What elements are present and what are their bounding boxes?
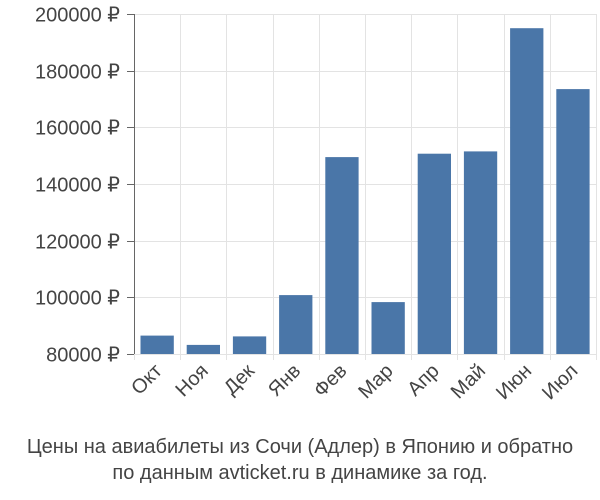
y-tick-label: 140000 ₽	[35, 175, 120, 197]
axes	[127, 14, 135, 355]
x-tick-label: Апр	[403, 360, 444, 401]
x-tick-label: Май	[447, 360, 490, 403]
x-axis-tick-labels: Окт Ноя Дек Янв Фев Мар Апр Май Июн Июл	[127, 360, 582, 404]
chart-caption-line-1: Цены на авиабилеты из Сочи (Адлер) в Япо…	[26, 436, 574, 458]
y-axis-tick-labels: 80000 ₽ 100000 ₽ 120000 ₽ 140000 ₽ 160000 ₽ 1…	[35, 5, 120, 367]
x-tick-label: Ноя	[172, 360, 213, 401]
bar-Мар	[371, 302, 405, 354]
bar-Май	[463, 151, 498, 354]
x-tick-label: Дек	[220, 360, 259, 399]
bar-Янв	[279, 295, 313, 354]
chart-caption-line-2: по данным avticket.ru в динамике за год.	[112, 462, 488, 484]
bar-Июн	[510, 28, 544, 354]
bar-Окт	[140, 335, 174, 354]
y-tick-label: 120000 ₽	[35, 232, 120, 254]
x-tick-label: Мар	[354, 360, 397, 403]
y-tick-label: 100000 ₽	[35, 288, 120, 310]
x-tick-label: Июн	[492, 360, 536, 404]
y-tick-label: 180000 ₽	[35, 62, 120, 84]
y-tick-label: 160000 ₽	[35, 118, 120, 140]
grid-lines	[134, 14, 597, 360]
y-tick-label: 200000 ₽	[35, 5, 120, 27]
x-tick-label: Окт	[127, 360, 166, 399]
bar-Ноя	[186, 344, 220, 354]
x-tick-label: Янв	[264, 360, 305, 401]
bar-Июл	[556, 89, 590, 354]
x-tick-label: Фев	[310, 360, 352, 402]
bar-Дек	[232, 336, 267, 354]
y-tick-label: 80000 ₽	[46, 345, 120, 367]
bar-Апр	[417, 153, 451, 354]
bar-Фев	[325, 157, 359, 354]
x-tick-label: Июл	[538, 360, 582, 404]
bars	[140, 28, 590, 354]
